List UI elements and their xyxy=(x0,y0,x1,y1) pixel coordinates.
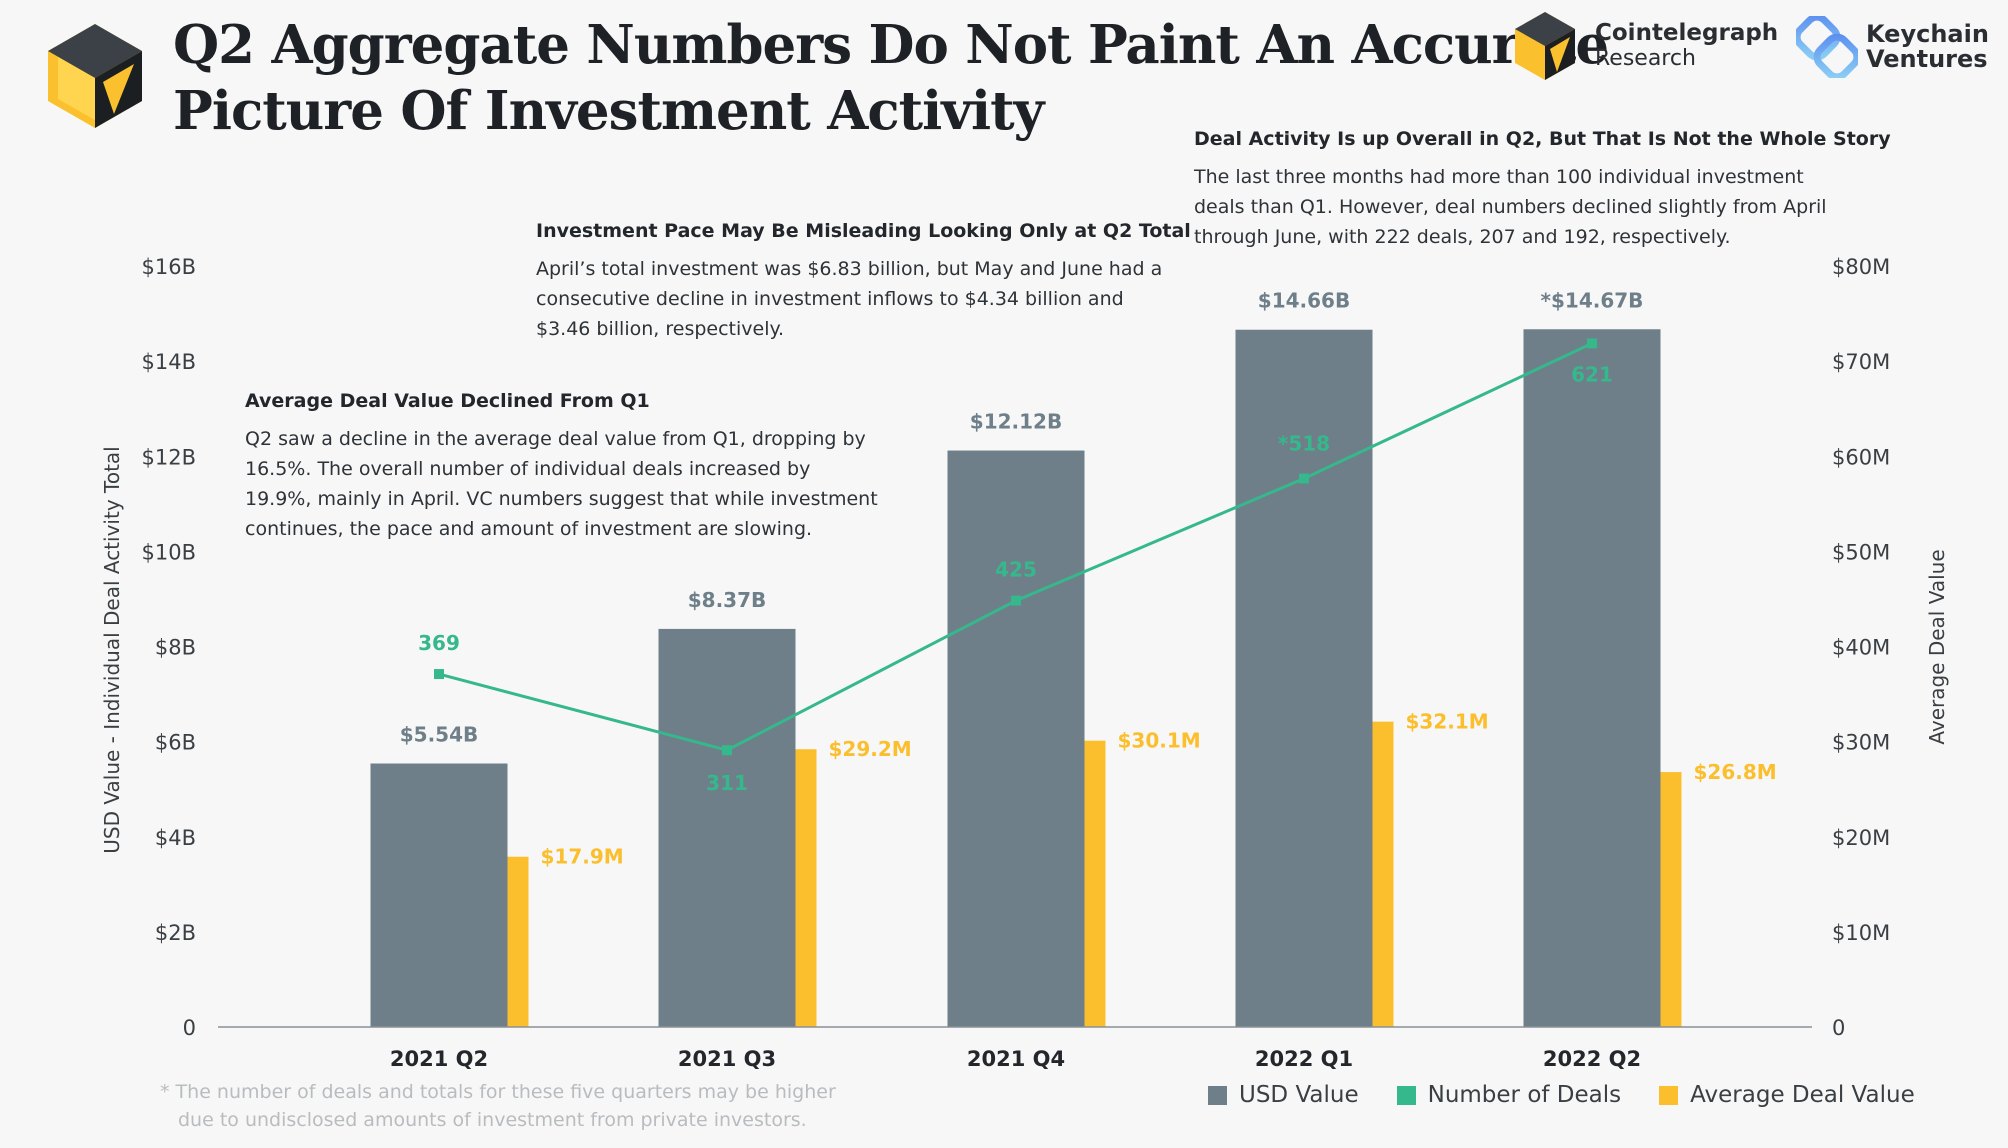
bar-usd-value xyxy=(1235,329,1373,1027)
bar-average-deal-value xyxy=(1372,721,1394,1027)
bar-average-deal-value xyxy=(507,856,529,1027)
y-tick-label: $16B xyxy=(142,255,197,279)
footnote: * The number of deals and totals for the… xyxy=(160,1078,860,1134)
y2-tick-label: $50M xyxy=(1832,540,1890,564)
y2-tick-label: $20M xyxy=(1832,826,1890,850)
y2-tick-label: $10M xyxy=(1832,921,1890,945)
cointelegraph-brand-sub: Research xyxy=(1595,46,1696,71)
y2-tick-label: $70M xyxy=(1832,350,1890,374)
page-title: Q2 Aggregate Numbers Do Not Paint An Acc… xyxy=(173,14,1609,142)
annotation-line: 16.5%. The overall number of individual … xyxy=(245,458,811,480)
annotation-line: The last three months had more than 100 … xyxy=(1194,166,1804,188)
y2-tick-label: $80M xyxy=(1832,255,1890,279)
y-tick-label: 0 xyxy=(183,1016,196,1040)
y2-tick-label: $40M xyxy=(1832,636,1890,660)
point-number-of-deals-label: 369 xyxy=(418,631,460,655)
annotation-heading: Investment Pace May Be Misleading Lookin… xyxy=(536,220,1191,242)
bar-average-deal-value xyxy=(1084,740,1106,1027)
bar-average-deal-value xyxy=(795,749,817,1027)
x-tick-label: 2021 Q2 xyxy=(390,1047,488,1071)
bar-average-deal-value xyxy=(1660,772,1682,1027)
legend-swatch xyxy=(1659,1085,1679,1105)
bar-usd-value-label: $12.12B xyxy=(970,410,1062,434)
legend-label: Number of Deals xyxy=(1427,1082,1622,1108)
annotation-line: deals than Q1. However, deal numbers dec… xyxy=(1194,196,1827,218)
y-tick-label: $4B xyxy=(155,826,196,850)
y-tick-label: $14B xyxy=(142,350,197,374)
bar-average-deal-value-label: $26.8M xyxy=(1694,760,1777,784)
legend-label: USD Value xyxy=(1239,1082,1359,1108)
point-number-of-deals xyxy=(722,745,732,756)
footnote-line: due to undisclosed amounts of investment… xyxy=(178,1109,807,1131)
annotation-line: consecutive decline in investment inflow… xyxy=(536,288,1124,310)
bar-usd-value-label: $14.66B xyxy=(1258,289,1350,313)
keychain-brand-line1: Keychain xyxy=(1866,20,1989,48)
bar-usd-value-label: $5.54B xyxy=(400,723,479,747)
bar-average-deal-value-label: $29.2M xyxy=(829,737,912,761)
legend-item-number-of-deals: Number of Deals xyxy=(1396,1082,1622,1108)
y2-tick-label: 0 xyxy=(1832,1016,1845,1040)
bar-usd-value-label: $8.37B xyxy=(688,588,767,612)
bar-usd-value xyxy=(370,763,508,1027)
x-tick-label: 2021 Q4 xyxy=(967,1047,1065,1071)
bar-average-deal-value-label: $30.1M xyxy=(1118,729,1201,753)
cointelegraph-brand-name: Cointelegraph xyxy=(1595,20,1779,46)
bar-usd-value xyxy=(947,450,1085,1028)
x-tick-label: 2022 Q2 xyxy=(1543,1047,1641,1071)
annotation-line: $3.46 billion, respectively. xyxy=(536,318,785,340)
point-number-of-deals xyxy=(1587,338,1597,349)
keychain-logo xyxy=(1793,13,1861,82)
bar-usd-value xyxy=(1523,329,1661,1027)
chart-legend: USD Value Number of Deals Average Deal V… xyxy=(1208,1082,1953,1108)
annotation-line: Q2 saw a decline in the average deal val… xyxy=(245,428,866,450)
legend-item-usd-value: USD Value xyxy=(1208,1082,1359,1108)
y-axis-title: USD Value - Individual Deal Activity Tot… xyxy=(100,446,124,853)
y-tick-label: $10B xyxy=(142,540,197,564)
annotation-line: continues, the pace and amount of invest… xyxy=(245,518,813,540)
annotation-heading: Deal Activity Is up Overall in Q2, But T… xyxy=(1194,128,1891,150)
legend-label: Average Deal Value xyxy=(1690,1082,1915,1108)
y-tick-label: $6B xyxy=(155,731,196,755)
legend-swatch xyxy=(1396,1085,1416,1105)
bar-average-deal-value-label: $17.9M xyxy=(541,845,624,869)
bar-usd-value xyxy=(658,628,796,1027)
y-tick-label: $8B xyxy=(155,636,196,660)
annotation-line: 19.9%, mainly in April. VC numbers sugge… xyxy=(245,488,878,510)
cointelegraph-cube-logo xyxy=(48,24,142,132)
point-number-of-deals-label: *518 xyxy=(1278,432,1330,456)
cointelegraph-logo xyxy=(1515,12,1575,84)
keychain-brand-line2: Ventures xyxy=(1866,45,1988,73)
point-number-of-deals xyxy=(1011,595,1021,606)
legend-item-average-deal-value: Average Deal Value xyxy=(1659,1082,1915,1108)
x-tick-label: 2021 Q3 xyxy=(678,1047,776,1071)
bar-average-deal-value-label: $32.1M xyxy=(1406,710,1489,734)
y2-tick-label: $60M xyxy=(1832,445,1890,469)
annotation-average-deal: Average Deal Value Declined From Q1 Q2 s… xyxy=(245,390,878,544)
y2-tick-label: $30M xyxy=(1832,731,1890,755)
x-tick-label: 2022 Q1 xyxy=(1255,1047,1353,1071)
footnote-line: * The number of deals and totals for the… xyxy=(160,1081,836,1103)
annotation-investment-pace: Investment Pace May Be Misleading Lookin… xyxy=(536,220,1191,344)
point-number-of-deals xyxy=(1299,473,1309,484)
y2-axis-title: Average Deal Value xyxy=(1925,549,1949,744)
legend-swatch xyxy=(1208,1085,1227,1105)
point-number-of-deals-label: 621 xyxy=(1571,362,1613,386)
annotation-line: April’s total investment was $6.83 billi… xyxy=(536,258,1163,280)
point-number-of-deals xyxy=(434,669,444,680)
point-number-of-deals-label: 425 xyxy=(995,558,1037,582)
point-number-of-deals-label: 311 xyxy=(706,771,748,795)
y-tick-label: $12B xyxy=(142,445,197,469)
annotation-heading: Average Deal Value Declined From Q1 xyxy=(245,390,650,412)
annotation-deal-activity: Deal Activity Is up Overall in Q2, But T… xyxy=(1194,128,1891,252)
bar-usd-value-label: *$14.67B xyxy=(1541,288,1644,312)
y-tick-label: $2B xyxy=(155,921,196,945)
annotation-line: through June, with 222 deals, 207 and 19… xyxy=(1194,226,1731,248)
